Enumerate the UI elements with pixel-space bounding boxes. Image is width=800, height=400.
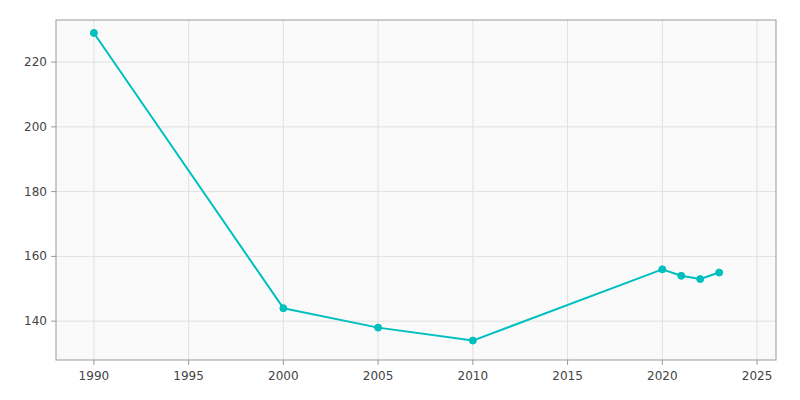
- data-point: [90, 29, 97, 36]
- x-tick: [93, 360, 94, 365]
- x-tick-label: 2000: [268, 369, 299, 383]
- y-grid-line: [56, 191, 776, 192]
- data-point: [697, 276, 704, 283]
- y-tick-label: 220: [24, 55, 47, 69]
- data-point: [469, 337, 476, 344]
- y-tick: [51, 62, 56, 63]
- x-grid-line: [757, 20, 758, 360]
- plot-frame: [56, 20, 776, 360]
- x-tick: [283, 360, 284, 365]
- x-tick-label: 1995: [173, 369, 204, 383]
- data-point: [678, 272, 685, 279]
- plot-background: [56, 20, 776, 360]
- x-tick: [662, 360, 663, 365]
- axes: 1990 1995 2000 2005 2010 2015 2020 2025 140 160 18…: [24, 55, 772, 383]
- grid: [56, 20, 776, 360]
- y-grid-line: [56, 62, 776, 63]
- chart-container: 1990 1995 2000 2005 2010 2015 2020 2025 140 160 18…: [0, 0, 800, 400]
- data-point: [716, 269, 723, 276]
- y-tick-label: 180: [24, 185, 47, 199]
- y-tick: [51, 321, 56, 322]
- x-tick: [378, 360, 379, 365]
- y-grid-line: [56, 126, 776, 127]
- y-grid-line: [56, 256, 776, 257]
- x-tick-label: 2020: [647, 369, 678, 383]
- x-grid-line: [567, 20, 568, 360]
- x-tick-label: 2015: [552, 369, 583, 383]
- y-tick-label: 160: [24, 249, 47, 263]
- y-tick: [51, 191, 56, 192]
- data-point: [280, 305, 287, 312]
- y-tick: [51, 256, 56, 257]
- chart-svg: 1990 1995 2000 2005 2010 2015 2020 2025 140 160 18…: [0, 0, 800, 400]
- x-grid-line: [472, 20, 473, 360]
- x-tick: [472, 360, 473, 365]
- x-tick-label: 1990: [79, 369, 110, 383]
- x-grid-line: [662, 20, 663, 360]
- x-tick: [757, 360, 758, 365]
- y-tick-label: 140: [24, 314, 47, 328]
- x-grid-line: [93, 20, 94, 360]
- y-tick: [51, 126, 56, 127]
- x-tick: [188, 360, 189, 365]
- data-point: [375, 324, 382, 331]
- x-grid-line: [378, 20, 379, 360]
- data-point: [659, 266, 666, 273]
- x-tick-label: 2025: [742, 369, 773, 383]
- x-grid-line: [188, 20, 189, 360]
- data-line: [94, 33, 719, 341]
- data-layer: [90, 29, 722, 344]
- x-tick-label: 2010: [458, 369, 489, 383]
- y-grid-line: [56, 321, 776, 322]
- x-tick: [567, 360, 568, 365]
- x-tick-label: 2005: [363, 369, 394, 383]
- y-tick-label: 200: [24, 120, 47, 134]
